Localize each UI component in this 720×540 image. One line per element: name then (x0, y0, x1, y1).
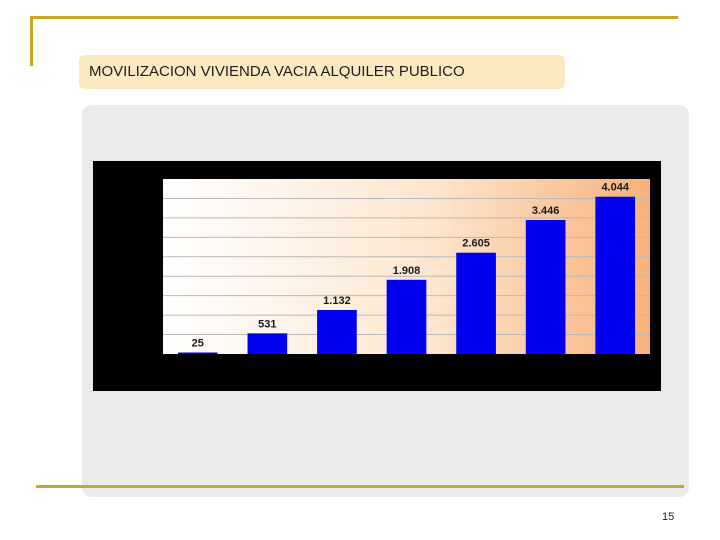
bar (525, 219, 566, 354)
page-number: 15 (662, 511, 675, 523)
data-label: 2.605 (462, 238, 490, 250)
top-horizontal-rule (30, 16, 678, 19)
data-labels: 25 531 1.132 1.908 2.605 3.446 4.044 (192, 182, 630, 350)
data-label: 3.446 (532, 205, 560, 217)
data-label: 4.044 (601, 182, 629, 194)
slide-title: MOVILIZACION VIVIENDA VACIA ALQUILER PUB… (79, 55, 565, 89)
bottom-horizontal-rule (36, 485, 684, 488)
bar (317, 309, 357, 354)
gridlines (163, 197, 650, 336)
data-label: 531 (258, 318, 276, 330)
top-vertical-rule (30, 16, 33, 66)
bar (177, 352, 218, 354)
bar-chart: 25 531 1.132 1.908 2.605 3.446 4.044 (93, 161, 661, 391)
bar (386, 279, 427, 354)
bars (177, 196, 636, 354)
bar (595, 196, 636, 354)
data-label: 25 (192, 338, 204, 350)
bar (247, 333, 288, 354)
data-label: 1.132 (323, 295, 351, 307)
bar (456, 252, 496, 354)
data-label: 1.908 (393, 265, 421, 277)
